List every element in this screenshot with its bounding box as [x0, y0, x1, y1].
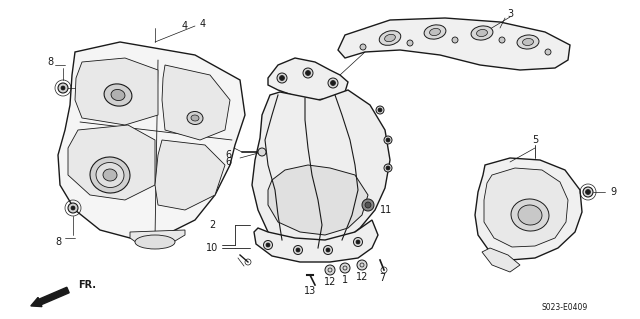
Ellipse shape: [104, 84, 132, 106]
Text: 7: 7: [379, 273, 385, 283]
Text: 10: 10: [206, 243, 218, 253]
Circle shape: [586, 189, 591, 195]
FancyArrow shape: [31, 287, 69, 307]
Text: 12: 12: [324, 277, 336, 287]
Circle shape: [71, 206, 75, 210]
Text: 8: 8: [55, 237, 61, 247]
Circle shape: [360, 44, 366, 50]
Text: 2: 2: [209, 220, 215, 230]
Polygon shape: [268, 58, 348, 100]
Circle shape: [365, 202, 371, 208]
Polygon shape: [162, 65, 230, 140]
Polygon shape: [130, 230, 185, 248]
Text: 9: 9: [610, 187, 616, 197]
Ellipse shape: [471, 26, 493, 40]
Ellipse shape: [511, 199, 549, 231]
Polygon shape: [75, 58, 158, 125]
Circle shape: [280, 76, 285, 80]
Text: 11: 11: [380, 205, 392, 215]
Circle shape: [303, 68, 313, 78]
Circle shape: [353, 238, 362, 247]
Ellipse shape: [96, 162, 124, 188]
Ellipse shape: [424, 25, 446, 39]
Text: 12: 12: [356, 272, 368, 282]
Ellipse shape: [111, 89, 125, 100]
Text: 5: 5: [532, 135, 538, 145]
Text: 13: 13: [304, 286, 316, 296]
Ellipse shape: [90, 157, 130, 193]
Circle shape: [583, 187, 593, 197]
Circle shape: [378, 108, 382, 112]
Ellipse shape: [522, 39, 534, 46]
Polygon shape: [484, 168, 568, 247]
Text: 6: 6: [225, 157, 231, 167]
Circle shape: [357, 260, 367, 270]
Circle shape: [294, 246, 303, 255]
Polygon shape: [155, 140, 225, 210]
Circle shape: [330, 80, 335, 85]
Circle shape: [264, 241, 273, 249]
Ellipse shape: [191, 115, 199, 121]
Polygon shape: [475, 158, 582, 260]
Ellipse shape: [135, 235, 175, 249]
Polygon shape: [68, 125, 155, 200]
Circle shape: [326, 248, 330, 252]
Text: 1: 1: [342, 275, 348, 285]
Circle shape: [356, 240, 360, 244]
Polygon shape: [254, 220, 378, 262]
Circle shape: [384, 136, 392, 144]
Ellipse shape: [518, 205, 542, 225]
Circle shape: [266, 243, 270, 247]
Polygon shape: [58, 42, 245, 238]
Circle shape: [499, 37, 505, 43]
Circle shape: [68, 203, 78, 213]
Polygon shape: [268, 165, 368, 235]
Text: 8: 8: [47, 57, 53, 67]
Text: FR.: FR.: [78, 280, 96, 290]
Circle shape: [296, 248, 300, 252]
Circle shape: [384, 164, 392, 172]
Text: 3: 3: [507, 9, 513, 19]
Circle shape: [61, 86, 65, 90]
Circle shape: [452, 37, 458, 43]
Circle shape: [545, 49, 551, 55]
Ellipse shape: [517, 35, 539, 49]
Circle shape: [407, 40, 413, 46]
Circle shape: [386, 166, 390, 170]
Circle shape: [328, 78, 338, 88]
Ellipse shape: [429, 28, 440, 36]
Ellipse shape: [477, 29, 488, 37]
Circle shape: [376, 106, 384, 114]
Ellipse shape: [187, 111, 203, 124]
Circle shape: [58, 83, 68, 93]
Ellipse shape: [385, 34, 396, 42]
Circle shape: [323, 246, 333, 255]
Text: S023-E0409: S023-E0409: [542, 303, 588, 313]
Circle shape: [258, 148, 266, 156]
Circle shape: [386, 138, 390, 142]
Circle shape: [362, 199, 374, 211]
Circle shape: [340, 263, 350, 273]
Text: 6: 6: [225, 150, 231, 160]
Circle shape: [325, 265, 335, 275]
Polygon shape: [482, 248, 520, 272]
Circle shape: [277, 73, 287, 83]
Text: 4: 4: [200, 19, 206, 29]
Ellipse shape: [103, 169, 117, 181]
Polygon shape: [338, 18, 570, 70]
Ellipse shape: [380, 31, 401, 45]
Text: 4: 4: [182, 21, 188, 31]
Polygon shape: [252, 90, 390, 250]
Circle shape: [305, 70, 310, 76]
